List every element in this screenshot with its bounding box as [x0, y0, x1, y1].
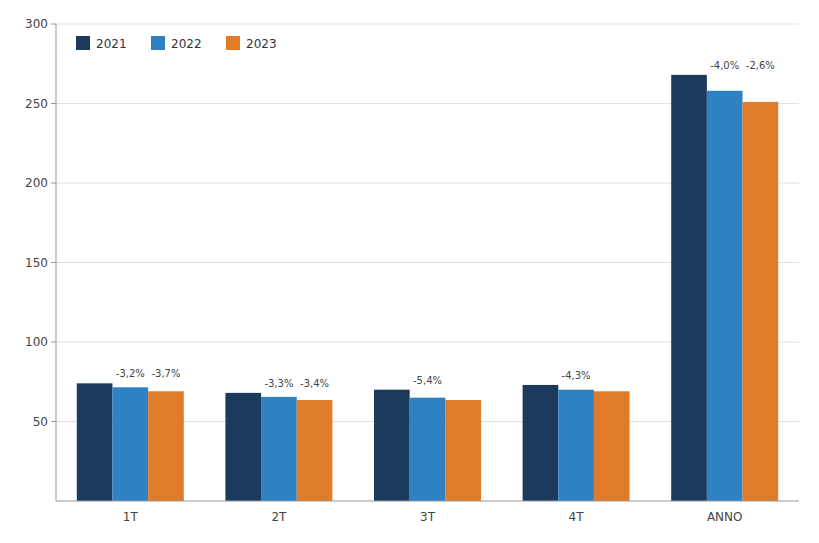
- bar: [148, 391, 184, 501]
- x-tick-label: 3T: [420, 510, 436, 524]
- bar: [261, 397, 297, 501]
- annotation: -3,2%: [116, 368, 145, 379]
- bar: [523, 385, 559, 501]
- annotations: -3,2% -3,7% -3,3% -3,4% -5,4% -4,3% -4,0% -2,6%: [116, 60, 775, 389]
- y-tick-label: 100: [25, 335, 48, 349]
- legend-label: 2023: [246, 37, 277, 51]
- y-tick-label: 250: [25, 97, 48, 111]
- legend-label: 2022: [171, 37, 202, 51]
- y-tick: [51, 342, 56, 343]
- x-tick-label: 4T: [569, 510, 585, 524]
- bar: [77, 383, 113, 501]
- y-tick: [51, 24, 56, 25]
- legend-swatch: [76, 36, 90, 50]
- x-axis-line: [56, 501, 799, 502]
- bar: [297, 400, 333, 501]
- y-tick-label: 150: [25, 256, 48, 270]
- y-tick: [51, 103, 56, 104]
- x-axis: 1T 2T 3T 4T ANNO: [123, 510, 743, 524]
- annotation: -3,3%: [264, 378, 293, 389]
- bar: [743, 102, 779, 501]
- legend-swatch: [151, 36, 165, 50]
- y-tick-label: 200: [25, 176, 48, 190]
- y-axis: 50 100 150 200 250 300: [25, 17, 56, 501]
- bar: [558, 390, 594, 501]
- annotation: -5,4%: [413, 375, 442, 386]
- annotation: -4,0%: [710, 60, 739, 71]
- bar: [671, 75, 707, 501]
- y-tick: [51, 262, 56, 263]
- bars: [77, 75, 778, 501]
- grid-line: [56, 24, 799, 25]
- y-tick-label: 50: [33, 415, 48, 429]
- annotation: -3,7%: [151, 368, 180, 379]
- x-tick-label: ANNO: [707, 510, 743, 524]
- bar: [410, 398, 446, 501]
- bar: [594, 391, 630, 501]
- x-tick-label: 1T: [123, 510, 139, 524]
- chart: 501001502002503001T2T3T4TANNO-3,2%-3,7%-…: [0, 0, 819, 543]
- annotation: -4,3%: [562, 370, 591, 381]
- y-axis-line: [56, 24, 57, 501]
- legend: 2021 2022 2023: [76, 36, 277, 51]
- y-tick: [51, 183, 56, 184]
- bar: [707, 91, 743, 501]
- legend-label: 2021: [96, 37, 127, 51]
- y-tick-label: 300: [25, 17, 48, 31]
- bar: [112, 387, 148, 501]
- bar: [374, 390, 410, 501]
- bar: [225, 393, 261, 501]
- annotation: -3,4%: [300, 378, 329, 389]
- y-tick: [51, 421, 56, 422]
- annotation: -2,6%: [746, 60, 775, 71]
- bar: [445, 400, 481, 501]
- legend-swatch: [226, 36, 240, 50]
- x-tick-label: 2T: [271, 510, 287, 524]
